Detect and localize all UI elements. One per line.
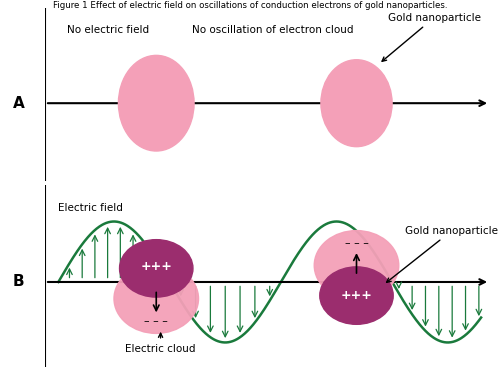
Text: +++: +++ bbox=[340, 289, 372, 302]
Text: Gold nanoparticle: Gold nanoparticle bbox=[386, 226, 498, 282]
Ellipse shape bbox=[120, 240, 193, 297]
Text: Figure 1 Effect of electric field on oscillations of conduction electrons of gol: Figure 1 Effect of electric field on osc… bbox=[53, 1, 448, 10]
Text: A: A bbox=[12, 96, 24, 111]
Ellipse shape bbox=[118, 56, 194, 151]
Text: Electric field: Electric field bbox=[58, 203, 123, 213]
Text: No electric field: No electric field bbox=[67, 25, 150, 35]
Ellipse shape bbox=[320, 267, 393, 324]
Ellipse shape bbox=[314, 231, 399, 300]
Text: Electric cloud: Electric cloud bbox=[125, 333, 196, 353]
Ellipse shape bbox=[321, 60, 392, 147]
Ellipse shape bbox=[114, 264, 198, 333]
Text: – – –: – – – bbox=[144, 316, 168, 326]
Text: No oscillation of electron cloud: No oscillation of electron cloud bbox=[192, 25, 354, 35]
Text: – – –: – – – bbox=[344, 238, 368, 248]
Text: B: B bbox=[12, 274, 24, 290]
Text: +++: +++ bbox=[140, 260, 172, 273]
Text: Gold nanoparticle: Gold nanoparticle bbox=[382, 12, 480, 61]
